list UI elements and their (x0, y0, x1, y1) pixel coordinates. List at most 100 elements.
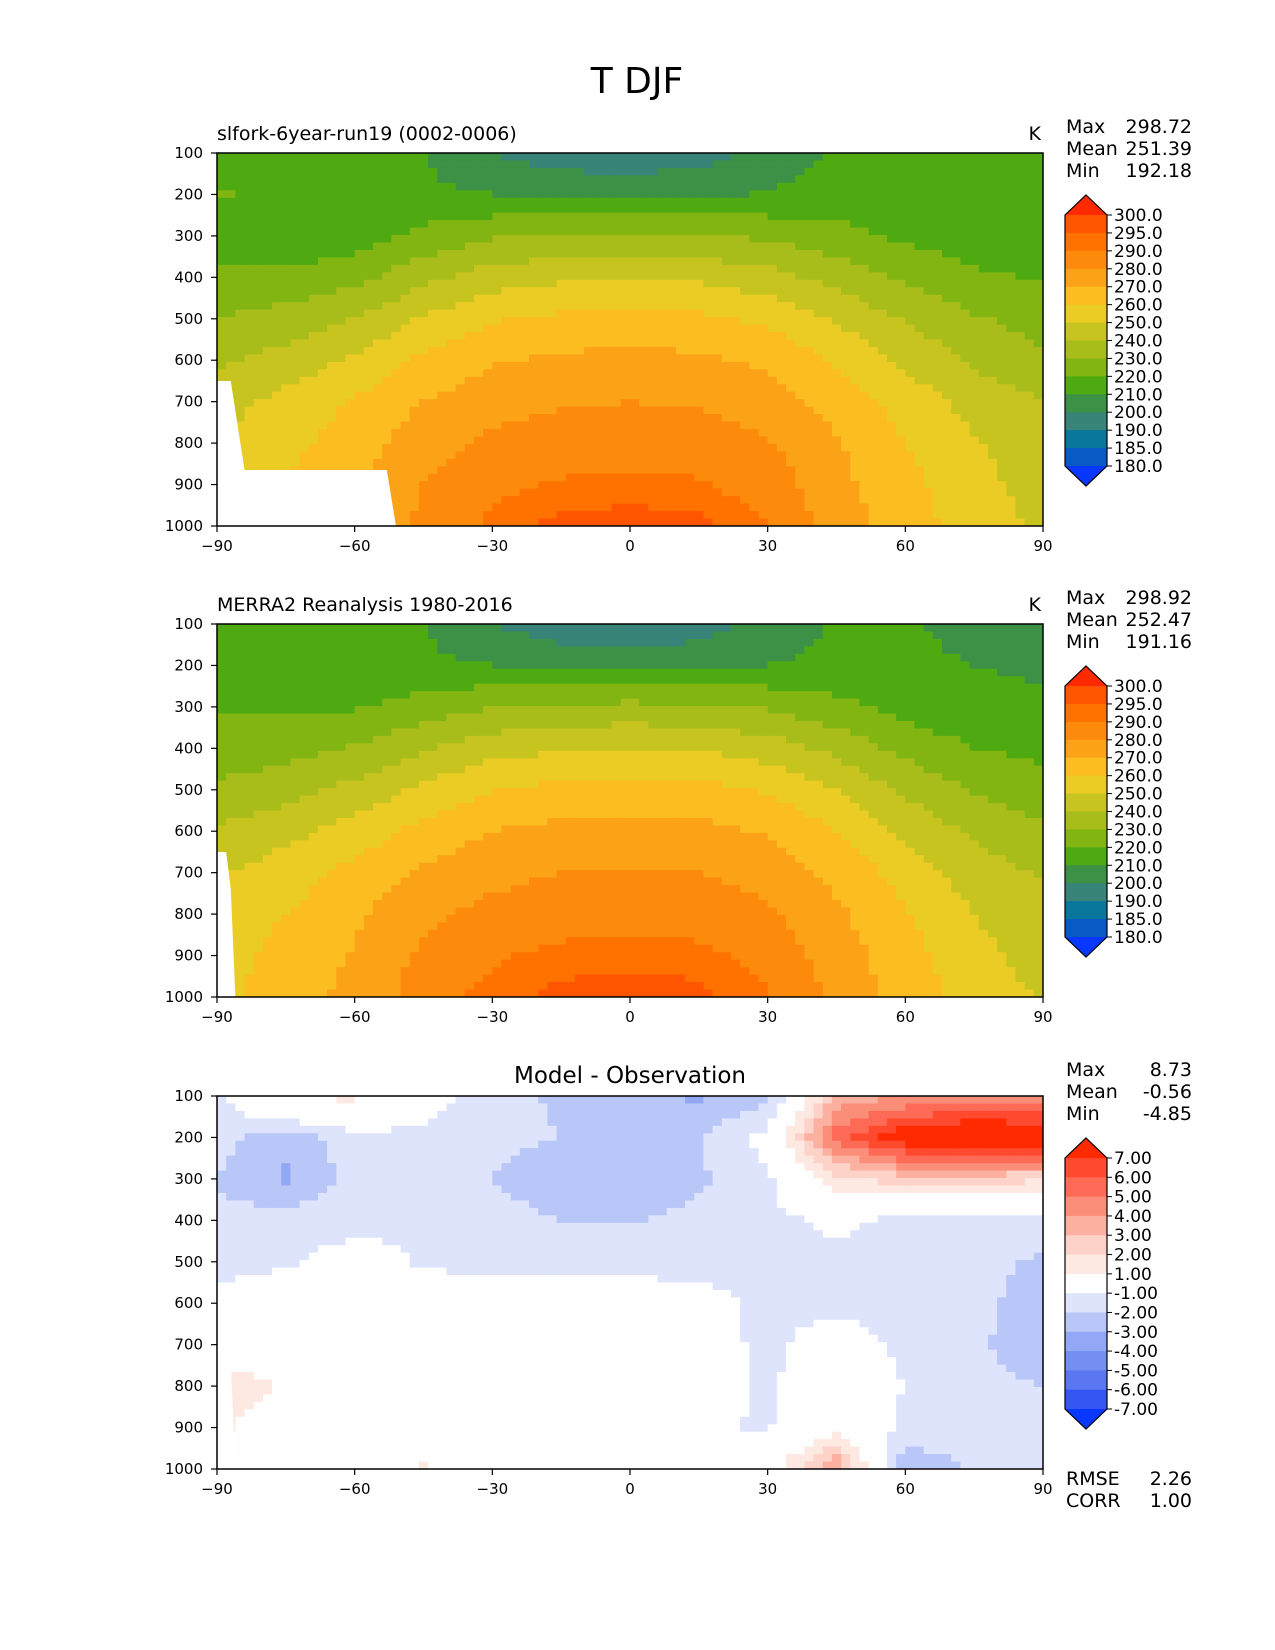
contour-cell (382, 182, 392, 191)
contour-cell (584, 466, 594, 475)
contour-cell (354, 376, 365, 385)
contour-cell (905, 227, 916, 236)
contour-cell (565, 190, 576, 199)
contour-cell (694, 279, 705, 288)
contour-cell (1033, 624, 1043, 633)
contour-cell (391, 473, 402, 482)
contour-cell (473, 376, 484, 385)
contour-cell (574, 414, 585, 423)
contour-cell (492, 197, 503, 206)
contour-cell (804, 354, 815, 363)
contour-cell (786, 264, 796, 273)
contour-cell (630, 175, 640, 184)
contour-cell (666, 496, 677, 505)
contour-cell (841, 339, 851, 348)
contour-cell (1015, 376, 1026, 385)
contour-cell (685, 646, 695, 655)
contour-cell (905, 414, 916, 423)
contour-cell (841, 466, 851, 475)
contour-cell (813, 212, 824, 221)
contour-cell (914, 369, 925, 378)
contour-cell (639, 443, 649, 452)
contour-cell (428, 302, 438, 311)
contour-cell (685, 384, 695, 393)
contour-cell (345, 399, 356, 408)
contour-cell (758, 354, 769, 363)
contour-cell (795, 451, 805, 460)
contour-cell (547, 391, 558, 400)
colorbar-segment (1065, 250, 1107, 270)
contour-cell (611, 473, 622, 482)
contour-cell (767, 294, 778, 303)
contour-cell (896, 369, 906, 378)
contour-cell (253, 324, 264, 333)
contour-cell (1015, 473, 1026, 482)
contour-cell (776, 279, 787, 288)
contour-cell (639, 175, 649, 184)
contour-cell (969, 458, 980, 467)
contour-cell (464, 227, 475, 236)
contour-cell (923, 242, 934, 251)
contour-cell (317, 272, 328, 281)
contour-cell (483, 391, 493, 400)
contour-cell (556, 190, 567, 199)
contour-cell (666, 473, 677, 482)
contour-cell (565, 488, 576, 497)
contour-cell (749, 197, 760, 206)
contour-cell (685, 257, 695, 266)
contour-cell (290, 324, 301, 333)
contour-cell (244, 443, 255, 452)
contour-cell (657, 369, 668, 378)
contour-cell (345, 458, 356, 467)
contour-cell (694, 496, 705, 505)
contour-cell (547, 638, 558, 647)
contour-cell (795, 443, 805, 452)
contour-cell (1006, 421, 1017, 430)
contour-cell (703, 481, 714, 490)
contour-cell (813, 302, 824, 311)
contour-cell (905, 249, 916, 259)
contour-cell (217, 249, 227, 259)
contour-cell (373, 279, 383, 288)
contour-cell (464, 190, 475, 199)
contour-cell (556, 332, 567, 341)
contour-cell (556, 324, 567, 333)
contour-cell (804, 339, 815, 348)
contour-cell (473, 436, 484, 445)
contour-cell (382, 466, 392, 475)
contour-cell (345, 272, 356, 281)
contour-cell (648, 197, 659, 206)
contour-cell (574, 443, 585, 452)
contour-cell (850, 212, 861, 221)
contour-cell (795, 466, 805, 475)
contour-cell (1006, 242, 1017, 251)
contour-cell (850, 309, 861, 318)
contour-cell (914, 443, 925, 452)
contour-cell (694, 249, 705, 259)
contour-cell (611, 511, 622, 520)
contour-cell (942, 160, 952, 169)
contour-cell (446, 279, 457, 288)
contour-cell (391, 279, 402, 288)
contour-cell (767, 272, 778, 281)
contour-cell (565, 167, 576, 176)
contour-cell (896, 249, 906, 259)
contour-cell (657, 324, 668, 333)
contour-cell (354, 332, 365, 341)
contour-cell (510, 496, 521, 505)
contour-cell (262, 190, 273, 199)
contour-cell (593, 227, 604, 236)
contour-cell (538, 638, 548, 647)
contour-cell (831, 309, 842, 318)
contour-cell (786, 466, 796, 475)
contour-cell (730, 414, 741, 423)
contour-cell (382, 339, 392, 348)
contour-cell (602, 249, 613, 259)
contour-cell (841, 242, 851, 251)
contour-cell (639, 638, 649, 647)
contour-cell (969, 257, 980, 266)
contour-cell (795, 287, 805, 296)
contour-cell (565, 287, 576, 296)
contour-cell (272, 257, 282, 266)
contour-cell (281, 279, 292, 288)
